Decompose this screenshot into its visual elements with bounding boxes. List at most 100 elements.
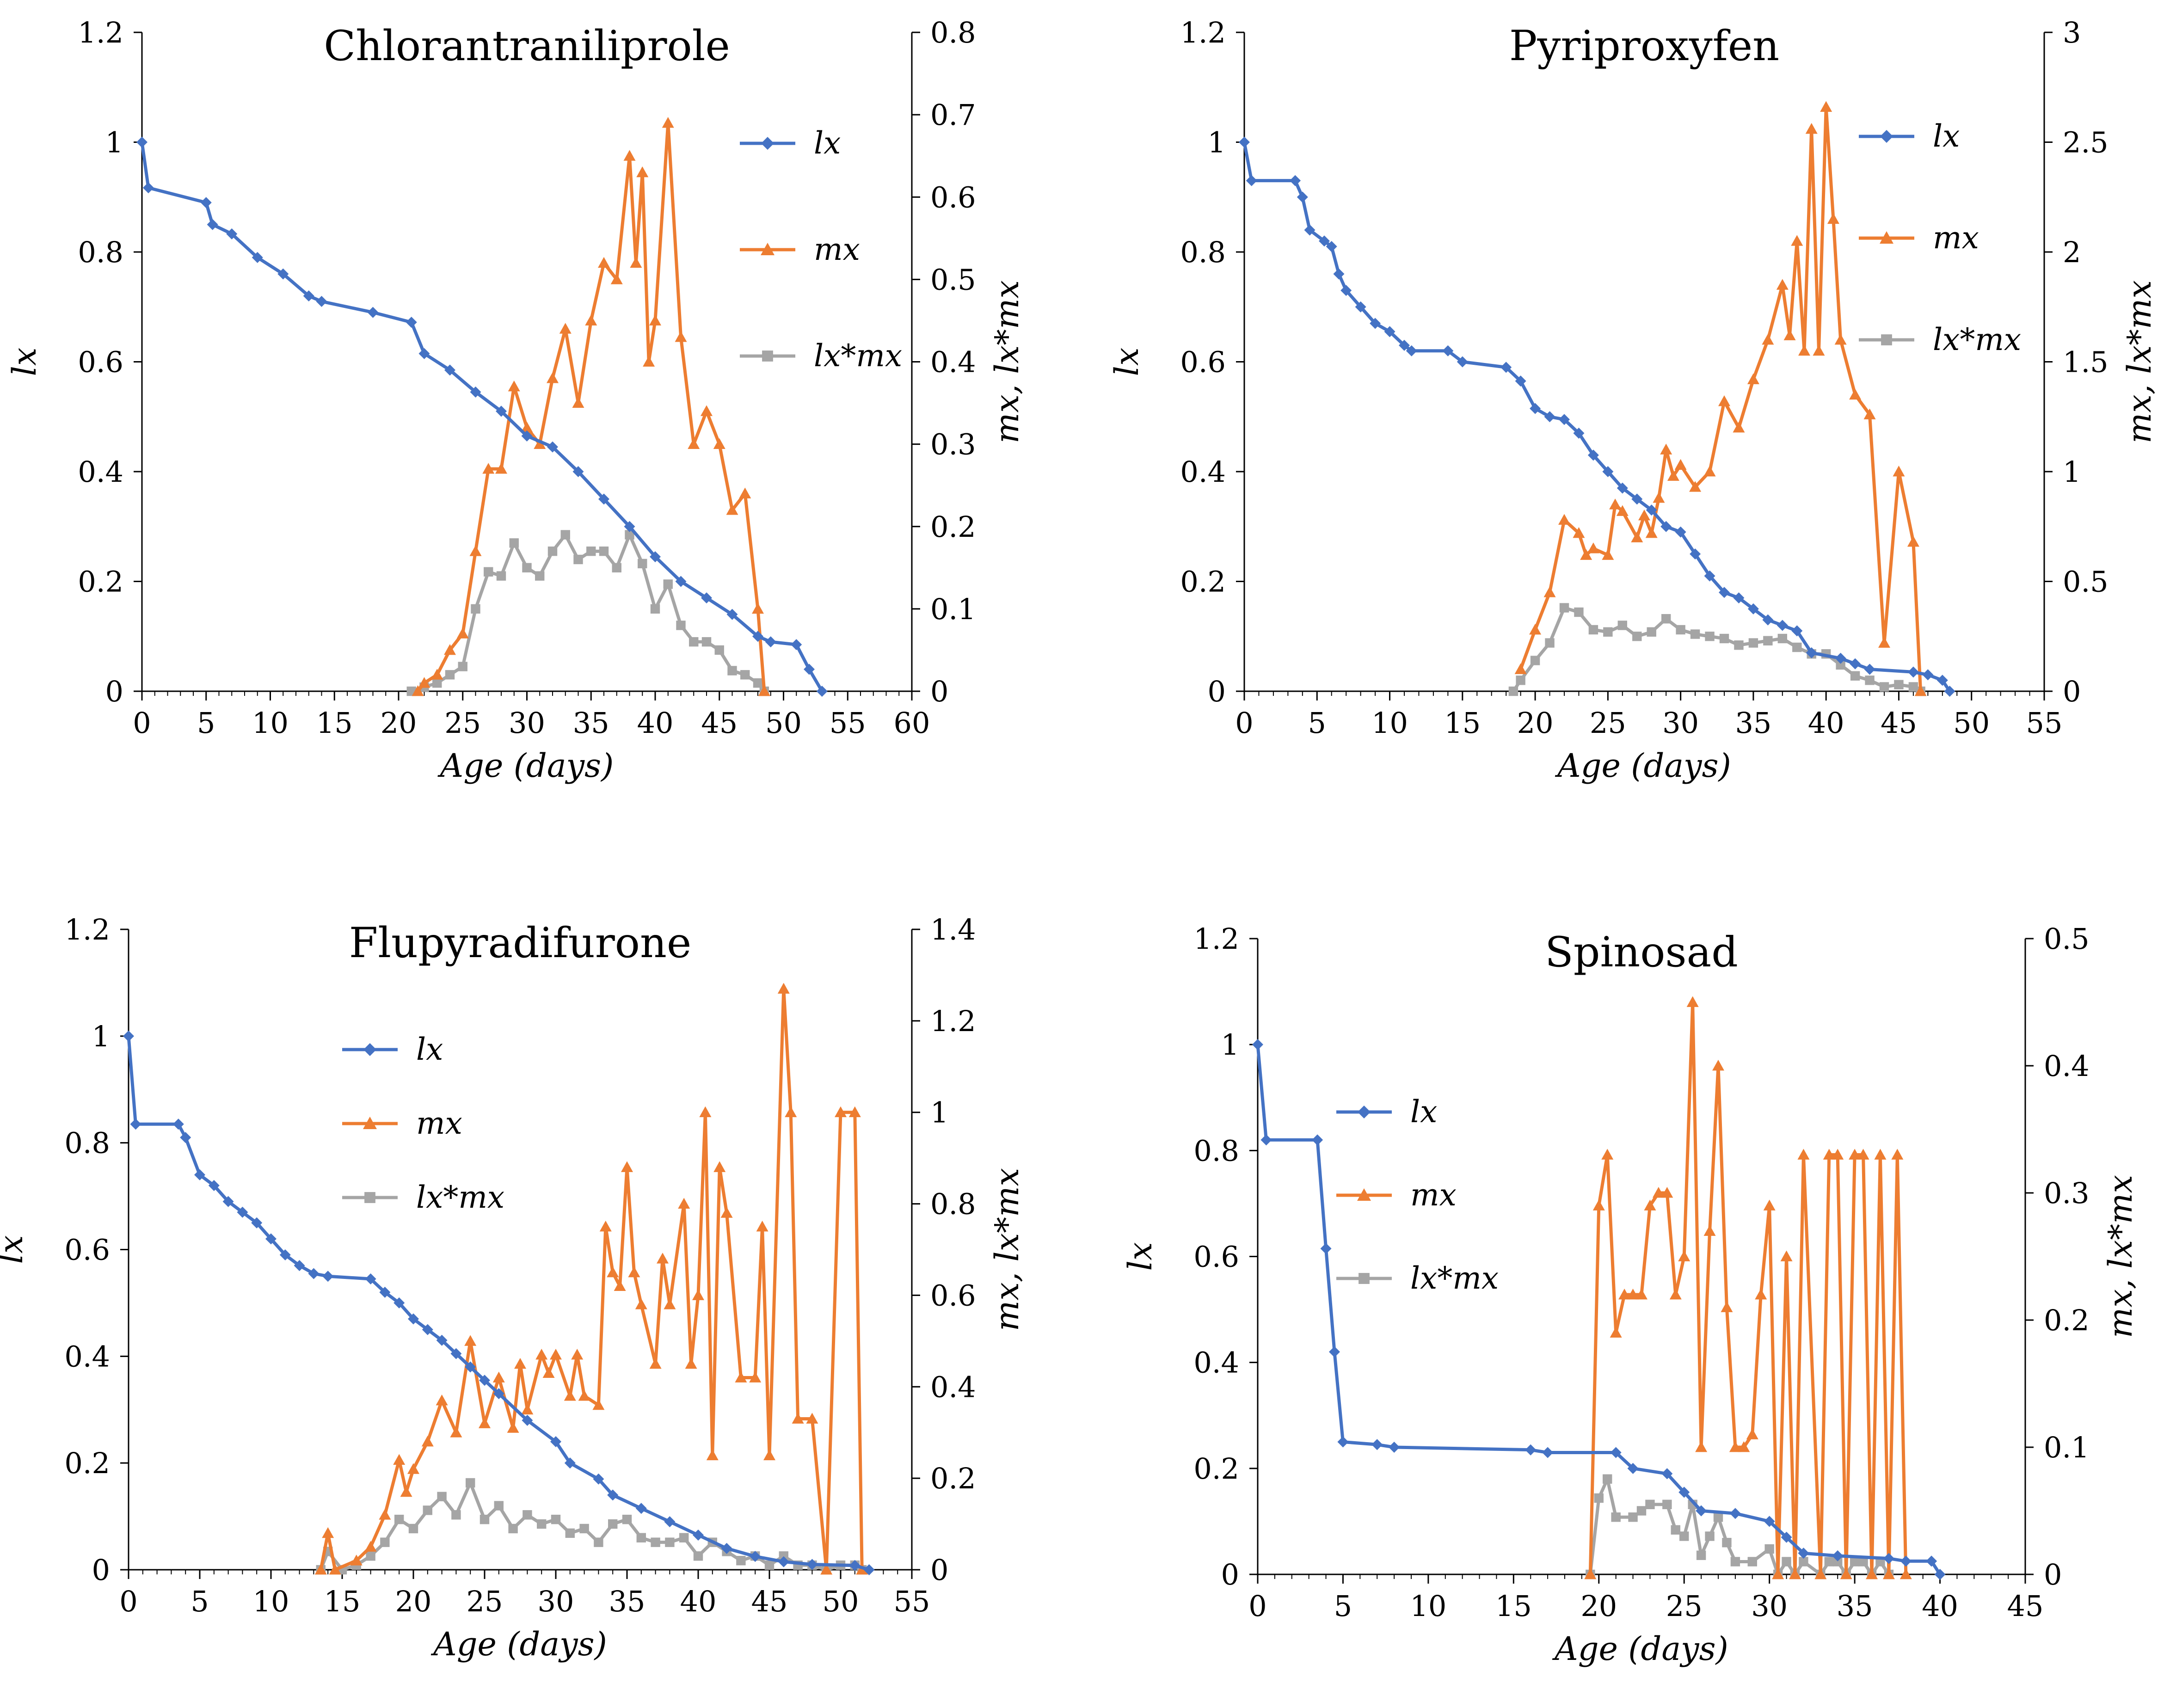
- data-point-mx: [1849, 1149, 1861, 1160]
- x-tick-label: 5: [1334, 1589, 1352, 1623]
- data-point-lx: [816, 686, 828, 697]
- y2-tick-label: 0: [2063, 675, 2081, 708]
- data-point-lx: [547, 441, 558, 453]
- y2-tick-label: 0.8: [930, 16, 976, 49]
- y2-tick-label: 0.2: [930, 1462, 976, 1495]
- data-point-mx: [649, 1358, 662, 1369]
- y2-tick-label: 1.4: [930, 913, 976, 946]
- chart-title: Flupyradifurone: [349, 919, 691, 967]
- y2-tick-label: 0: [930, 1553, 948, 1587]
- x-tick-label: 30: [538, 1585, 574, 1618]
- data-point-lx-mx: [764, 1560, 775, 1570]
- x-tick-label: 30: [509, 706, 545, 740]
- y-axis-label: lx: [6, 348, 43, 376]
- series-mx: [1514, 101, 1927, 696]
- x-tick-label: 35: [1837, 1589, 1873, 1623]
- data-point-lx: [226, 228, 238, 240]
- data-point-lx-mx: [458, 662, 467, 671]
- data-point-lx: [1304, 224, 1316, 236]
- data-point-lx: [1371, 1439, 1383, 1450]
- data-point-lx: [1290, 175, 1301, 186]
- data-point-lx: [408, 1313, 419, 1325]
- data-point-mx: [713, 438, 725, 449]
- data-point-lx-mx: [1719, 633, 1729, 644]
- x-axis-label: Age (days): [1552, 1630, 1728, 1668]
- data-point-mx: [1618, 1289, 1631, 1300]
- data-point-lx-mx: [608, 1519, 618, 1529]
- data-point-lx: [1832, 1550, 1844, 1561]
- y-tick-label: 1.2: [1180, 16, 1226, 49]
- x-tick-label: 0: [133, 706, 151, 740]
- data-point-lx: [1704, 570, 1715, 582]
- data-point-lx: [765, 636, 776, 648]
- legend-marker-mx: [1357, 1188, 1371, 1201]
- data-point-lx-mx: [1782, 1557, 1791, 1567]
- data-point-mx: [469, 545, 482, 556]
- data-point-lx: [1297, 191, 1308, 203]
- data-point-mx: [1914, 685, 1927, 696]
- data-point-lx: [252, 252, 263, 263]
- data-point-lx: [470, 386, 481, 398]
- data-point-mx: [1652, 1187, 1665, 1198]
- data-point-lx: [1337, 1436, 1349, 1448]
- data-point-lx-mx: [451, 1510, 461, 1520]
- data-point-lx-mx: [1836, 660, 1845, 670]
- data-point-mx: [758, 685, 770, 696]
- data-point-lx: [1355, 301, 1366, 313]
- data-point-lx: [1678, 1487, 1690, 1498]
- y-tick-label: 0: [1208, 675, 1226, 708]
- data-point-mx: [756, 1221, 768, 1232]
- data-point-mx: [329, 1564, 341, 1575]
- legend-marker-lx-mx: [1359, 1273, 1370, 1284]
- data-point-mx: [1514, 663, 1527, 674]
- legend-item-lx-mx: lx*mx: [342, 1180, 504, 1215]
- data-point-mx: [1644, 1199, 1656, 1210]
- data-point-mx: [610, 273, 623, 284]
- data-point-mx: [1718, 395, 1730, 406]
- data-point-lx: [1239, 136, 1250, 148]
- data-point-mx: [456, 627, 469, 639]
- data-point-lx-mx: [1516, 676, 1525, 685]
- data-point-mx: [542, 1367, 555, 1378]
- legend-marker-lx-mx: [364, 1192, 375, 1203]
- x-tick-label: 5: [197, 706, 215, 740]
- data-point-mx: [1900, 1568, 1912, 1579]
- data-point-lx-mx: [676, 621, 686, 630]
- data-point-mx: [1543, 586, 1556, 597]
- data-point-mx: [739, 487, 751, 498]
- data-point-mx: [350, 1554, 363, 1566]
- data-point-lx: [1696, 1505, 1707, 1517]
- data-point-mx: [692, 1289, 704, 1300]
- data-point-lx-mx: [547, 546, 558, 556]
- data-point-lx-mx: [380, 1537, 390, 1547]
- chart-title: Chlorantraniliprole: [324, 22, 730, 70]
- chart-chlorantraniliprole: 0 5 10 15 20 25 30 35 40 45 50 55 6000.20.40.60.811.…: [6, 16, 1026, 785]
- legend-marker-lx: [1880, 130, 1893, 143]
- y-tick-label: 0.4: [64, 1339, 110, 1373]
- data-point-lx: [1835, 652, 1846, 664]
- data-point-mx: [514, 1358, 526, 1369]
- data-point-mx: [1631, 531, 1643, 542]
- y2-tick-label: 0.5: [2044, 922, 2090, 956]
- data-point-mx: [421, 1436, 434, 1447]
- chart-pyriproxyfen: 0 5 10 15 20 25 30 35 40 45 50 5500.20.40.60.811.20…: [1108, 16, 2158, 785]
- data-point-lx-mx: [471, 604, 480, 614]
- data-point-lx: [1733, 592, 1745, 604]
- legend-marker-mx: [1880, 231, 1893, 244]
- data-point-lx-mx: [1894, 680, 1904, 689]
- x-tick-label: 55: [2026, 706, 2063, 740]
- data-point-lx-mx: [509, 538, 519, 548]
- x-tick-label: 25: [467, 1585, 503, 1618]
- data-point-lx: [1542, 1447, 1554, 1458]
- data-point-mx: [535, 1349, 548, 1360]
- data-point-lx-mx: [636, 1533, 646, 1542]
- data-point-mx: [1907, 536, 1919, 547]
- legend-label: lx*mx: [814, 338, 902, 374]
- data-point-lx-mx: [1662, 1499, 1672, 1509]
- data-point-mx: [662, 117, 674, 128]
- data-point-mx: [1587, 542, 1599, 553]
- data-point-lx-mx: [1833, 1557, 1843, 1567]
- data-point-lx-mx: [484, 567, 493, 577]
- data-point-lx: [1907, 666, 1919, 678]
- y2-tick-label: 0: [2044, 1558, 2062, 1591]
